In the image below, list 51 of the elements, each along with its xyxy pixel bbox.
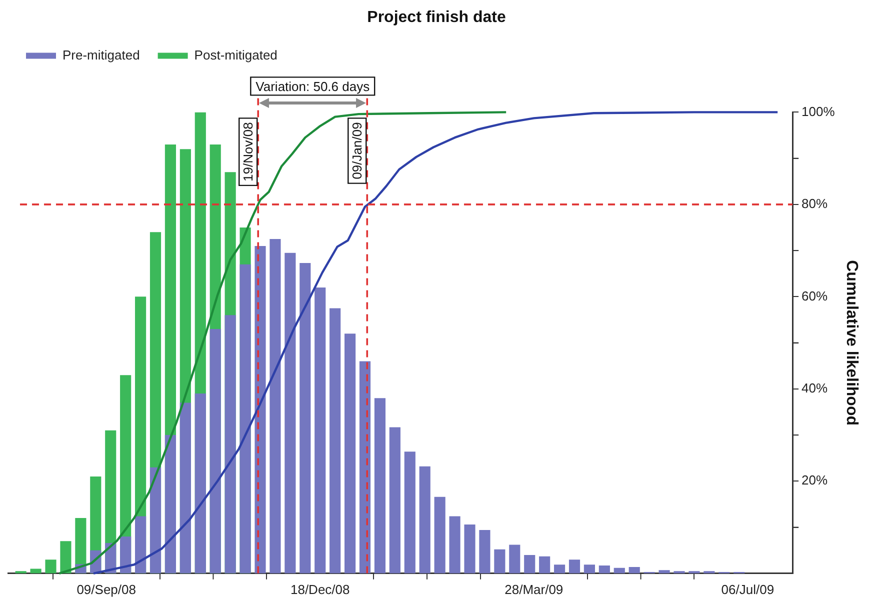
bar [270,239,281,574]
bar [135,516,146,574]
legend-label: Post-mitigated [194,47,278,62]
bar [584,564,596,574]
x-tick-label: 28/Mar/09 [504,582,564,597]
bar [598,566,610,574]
bar [120,536,132,574]
bar [479,530,490,574]
bar [404,452,416,574]
bar [45,560,56,574]
bar [374,398,386,574]
y2-tick-label: 60% [802,288,828,304]
y2-tick-label: 40% [802,380,828,396]
bar [314,287,326,574]
legend-label: Pre-mitigated [62,47,140,62]
bar [509,544,520,574]
x-tick-label: 06/Jul/09 [721,582,774,597]
y2-tick-label: 100% [802,104,836,119]
x-tick-label: 18/Dec/08 [290,582,350,597]
bar [180,402,191,574]
bar [330,308,341,574]
text: Variation: 50.6 days [256,78,370,94]
bar [434,496,446,574]
bar [554,564,566,574]
y2-tick-label: 80% [802,196,828,212]
bar [539,556,550,574]
bar [524,554,536,574]
bar [164,435,176,574]
bar [224,315,236,574]
bar [449,516,460,574]
bar [494,549,506,574]
y2-axis-title: Cumulative likelihood [842,260,860,426]
bar [300,263,311,574]
bar [284,252,296,574]
y2-tick-label: 20% [802,472,828,488]
bar [194,394,206,574]
chart-title: Project finish date [367,9,506,26]
bar [464,524,476,574]
bar [150,467,162,574]
bar [658,570,670,574]
ref-line-label: 09/Jan/09 [350,122,365,180]
bar [389,427,400,574]
bar [628,566,640,574]
x-tick-label: 09/Sep/08 [76,582,136,597]
bar [344,334,356,574]
ref-line-label: 19/Nov/08 [240,122,256,182]
bar [419,466,430,574]
bar [60,541,72,574]
bar [614,568,625,574]
bar [568,560,580,574]
bar [210,328,221,574]
